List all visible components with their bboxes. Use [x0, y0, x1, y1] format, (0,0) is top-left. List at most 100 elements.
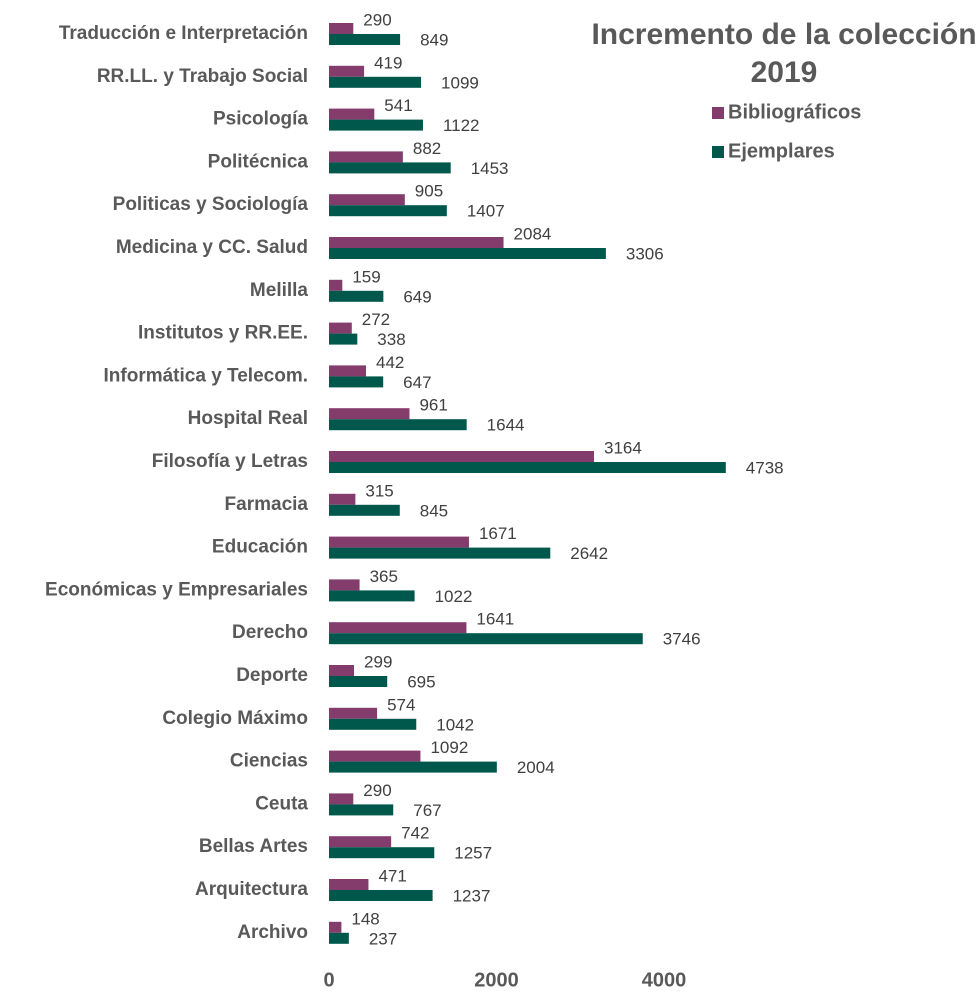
y-tick-label: Ciencias — [230, 751, 308, 772]
bar — [329, 718, 417, 730]
bar — [329, 333, 358, 345]
y-tick-label: Derecho — [232, 622, 308, 643]
bar — [329, 462, 726, 473]
bar — [329, 676, 388, 687]
value-label: 3306 — [626, 244, 664, 263]
value-label: 649 — [403, 287, 431, 306]
bar — [329, 665, 355, 676]
value-label: 849 — [420, 30, 448, 49]
value-label: 647 — [403, 373, 431, 392]
value-label: 1042 — [436, 715, 474, 734]
value-label: 882 — [413, 139, 441, 158]
value-label: 2642 — [570, 544, 608, 563]
value-label: 442 — [376, 353, 404, 372]
y-tick-label: Traducción e Interpretación — [59, 23, 308, 44]
y-tick-label: Informática y Telecom. — [104, 365, 309, 386]
bar — [329, 108, 375, 120]
bar — [329, 65, 365, 77]
value-label: 272 — [362, 310, 390, 329]
bar — [329, 290, 384, 302]
bar — [329, 408, 410, 420]
bar — [329, 205, 447, 217]
value-label: 767 — [413, 801, 441, 820]
y-tick-label: Institutos y RR.EE. — [138, 323, 308, 344]
y-tick-label: Bellas Artes — [199, 836, 308, 857]
value-label: 574 — [387, 695, 415, 714]
value-label: 695 — [407, 672, 435, 691]
bar — [329, 761, 497, 773]
y-tick-label: Medicina y CC. Salud — [116, 237, 308, 258]
value-label: 237 — [369, 929, 397, 948]
y-tick-label: Deporte — [236, 665, 308, 686]
value-label: 148 — [351, 909, 379, 928]
bar — [329, 890, 433, 901]
value-label: 3746 — [663, 630, 701, 649]
value-label: 1644 — [487, 416, 525, 435]
bar — [329, 932, 349, 944]
bar — [329, 376, 384, 388]
bar — [329, 921, 342, 933]
y-tick-label: Arquitectura — [195, 879, 308, 900]
bar — [329, 804, 394, 816]
value-label: 1671 — [479, 524, 517, 543]
value-label: 1099 — [441, 73, 479, 92]
bar — [329, 536, 469, 548]
value-label: 541 — [384, 96, 412, 115]
value-label: 338 — [377, 330, 405, 349]
bar — [329, 579, 360, 591]
bar — [329, 493, 356, 505]
bar — [329, 836, 392, 848]
bar — [329, 237, 504, 248]
bar — [329, 248, 606, 259]
value-label: 365 — [370, 567, 398, 586]
bar — [329, 847, 435, 859]
bar — [329, 419, 467, 431]
y-tick-label: Colegio Máximo — [162, 708, 308, 729]
legend-swatch — [712, 146, 724, 158]
value-label: 2004 — [517, 758, 555, 777]
value-label: 2084 — [514, 224, 552, 243]
value-label: 290 — [363, 10, 391, 29]
y-tick-label: Melilla — [250, 280, 309, 301]
bar — [329, 162, 451, 174]
value-label: 299 — [364, 652, 392, 671]
value-label: 1237 — [453, 886, 491, 905]
bar — [329, 504, 400, 516]
value-label: 742 — [401, 824, 429, 843]
value-label: 905 — [415, 182, 443, 201]
value-label: 315 — [365, 481, 393, 500]
bar — [329, 151, 403, 163]
y-tick-label: Psicología — [213, 109, 308, 130]
bar — [329, 879, 369, 890]
y-tick-label: Politécnica — [208, 151, 309, 172]
bar — [329, 633, 643, 645]
y-tick-label: RR.LL. y Trabajo Social — [97, 66, 308, 87]
y-tick-label: Educación — [212, 537, 308, 558]
value-label: 1092 — [430, 738, 468, 757]
x-tick-label: 0 — [323, 969, 334, 991]
x-tick-label: 2000 — [474, 969, 519, 991]
value-label: 1257 — [454, 844, 492, 863]
y-tick-label: Hospital Real — [188, 408, 308, 429]
value-label: 471 — [378, 866, 406, 885]
value-label: 290 — [363, 781, 391, 800]
bar — [329, 622, 467, 634]
value-label: 1407 — [467, 202, 505, 221]
bar — [329, 194, 405, 206]
bar — [329, 322, 352, 334]
legend-label: Bibliográficos — [728, 101, 861, 123]
legend-label: Ejemplares — [728, 140, 835, 162]
value-label: 961 — [419, 396, 447, 415]
bar — [329, 451, 594, 462]
value-label: 159 — [352, 267, 380, 286]
value-label: 1641 — [476, 610, 514, 629]
value-label: 1022 — [435, 587, 473, 606]
value-label: 845 — [420, 501, 448, 520]
y-tick-label: Archivo — [237, 922, 308, 943]
value-label: 4738 — [746, 458, 784, 477]
chart-title: Incremento de la colección 2019 — [591, 18, 977, 89]
y-tick-label: Ceuta — [255, 793, 308, 814]
value-label: 1122 — [443, 116, 480, 135]
